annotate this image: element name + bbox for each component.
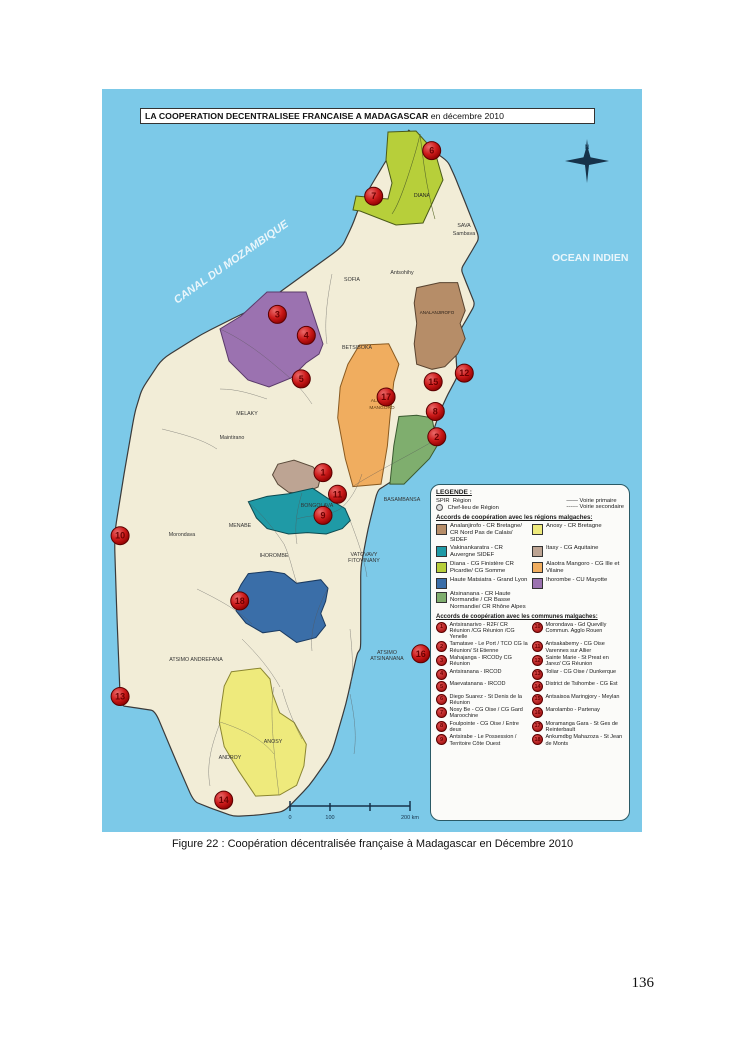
- svg-text:14: 14: [219, 795, 229, 805]
- svg-text:2: 2: [434, 432, 439, 442]
- svg-text:18: 18: [235, 596, 245, 606]
- svg-text:ATSIMO ANDREFANA: ATSIMO ANDREFANA: [169, 657, 223, 663]
- svg-text:ANALANJIROFO: ANALANJIROFO: [420, 310, 455, 315]
- svg-text:Morondava: Morondava: [169, 532, 196, 538]
- svg-text:1: 1: [320, 468, 325, 478]
- svg-text:4: 4: [304, 330, 309, 340]
- svg-text:11: 11: [333, 489, 343, 499]
- svg-text:6: 6: [429, 146, 434, 156]
- svg-text:9: 9: [320, 510, 325, 520]
- svg-text:ANOSY: ANOSY: [264, 739, 283, 745]
- svg-text:Antsohihy: Antsohihy: [390, 270, 414, 276]
- svg-text:17: 17: [381, 392, 391, 402]
- svg-text:SOFIA: SOFIA: [344, 277, 360, 283]
- svg-text:0: 0: [288, 815, 291, 821]
- svg-text:Maintirano: Maintirano: [220, 435, 245, 441]
- svg-text:MENABE: MENABE: [229, 523, 252, 529]
- svg-text:ANDROY: ANDROY: [219, 755, 242, 761]
- svg-text:12: 12: [459, 368, 469, 378]
- svg-text:5: 5: [299, 374, 304, 384]
- svg-text:8: 8: [433, 407, 438, 417]
- svg-text:15: 15: [428, 377, 438, 387]
- svg-text:IHOROMBE: IHOROMBE: [260, 553, 289, 559]
- svg-text:OCEAN INDIEN: OCEAN INDIEN: [552, 252, 628, 264]
- svg-text:100: 100: [325, 815, 334, 821]
- svg-text:DIANA: DIANA: [414, 193, 431, 199]
- svg-text:BASAMBANSA: BASAMBANSA: [384, 497, 421, 503]
- svg-text:16: 16: [416, 649, 426, 659]
- svg-text:10: 10: [115, 531, 125, 541]
- svg-text:200 km: 200 km: [401, 815, 419, 821]
- svg-text:MANGORO: MANGORO: [369, 405, 395, 411]
- svg-text:Sambava: Sambava: [453, 231, 475, 237]
- svg-text:7: 7: [371, 191, 376, 201]
- svg-text:BETSIBOKA: BETSIBOKA: [342, 345, 372, 351]
- svg-text:MELAKY: MELAKY: [236, 411, 258, 417]
- svg-text:3: 3: [275, 309, 280, 319]
- svg-text:13: 13: [115, 692, 125, 702]
- svg-text:SAVA: SAVA: [457, 223, 471, 229]
